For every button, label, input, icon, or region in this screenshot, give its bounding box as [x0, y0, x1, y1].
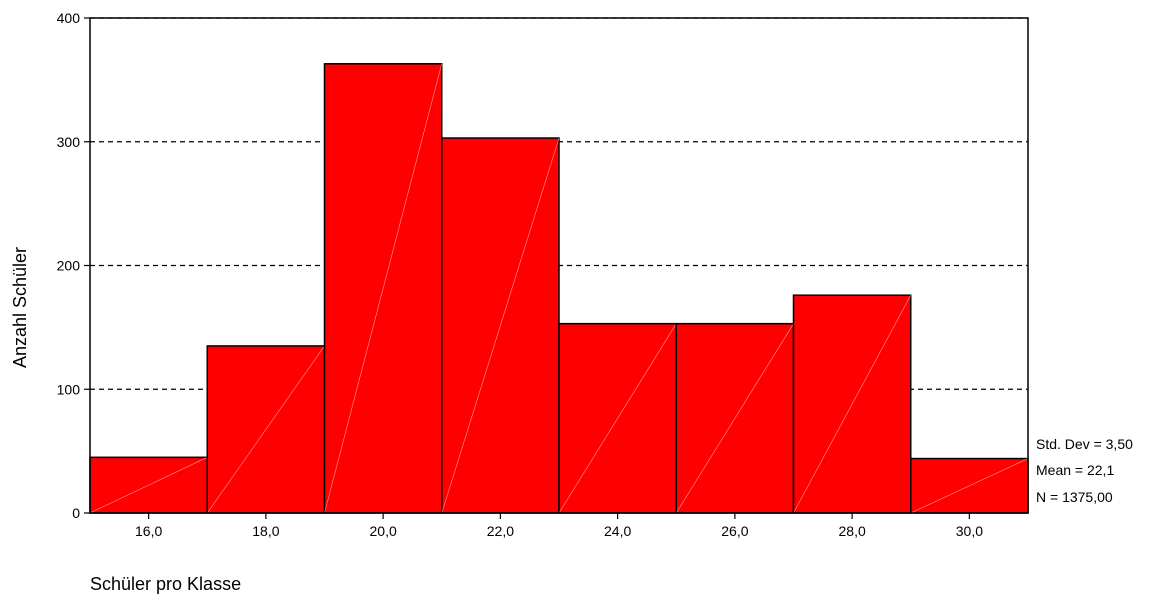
y-axis: 0 100 200 300 400 [57, 10, 90, 521]
bar-diagonal [441, 137, 560, 514]
bar-diagonal [793, 295, 912, 514]
x-tick-label: 28,0 [839, 523, 866, 539]
x-tick-label: 22,0 [487, 523, 514, 539]
x-tick-label: 20,0 [370, 523, 397, 539]
x-tick-label: 18,0 [252, 523, 279, 539]
x-tick-label: 26,0 [721, 523, 748, 539]
bar-diagonal [910, 458, 1029, 514]
bar-diagonal [324, 63, 443, 514]
x-tick-label: 30,0 [956, 523, 983, 539]
bar-diagonal [207, 345, 325, 514]
y-tick-label: 400 [57, 10, 81, 26]
bar-diagonal [675, 323, 794, 514]
y-tick-label: 100 [57, 381, 81, 397]
stat-mean: Mean = 22,1 [1036, 462, 1114, 478]
bar-diagonal [89, 457, 208, 514]
histogram-bars [89, 63, 1029, 514]
stat-std-dev: Std. Dev = 3,50 [1036, 436, 1133, 452]
y-tick-label: 200 [57, 258, 81, 274]
y-tick-label: 0 [72, 505, 80, 521]
x-tick-label: 24,0 [604, 523, 631, 539]
stats-box: Std. Dev = 3,50 Mean = 22,1 N = 1375,00 [1036, 436, 1133, 505]
stat-n: N = 1375,00 [1036, 489, 1113, 505]
y-tick-label: 300 [57, 134, 81, 150]
x-tick-label: 16,0 [135, 523, 162, 539]
bar-diagonal [558, 323, 677, 514]
y-axis-title: Anzahl Schüler [10, 247, 30, 368]
x-axis: 16,0 18,0 20,0 22,0 24,0 26,0 28,0 30,0 [135, 513, 983, 539]
x-axis-title: Schüler pro Klasse [90, 574, 241, 594]
